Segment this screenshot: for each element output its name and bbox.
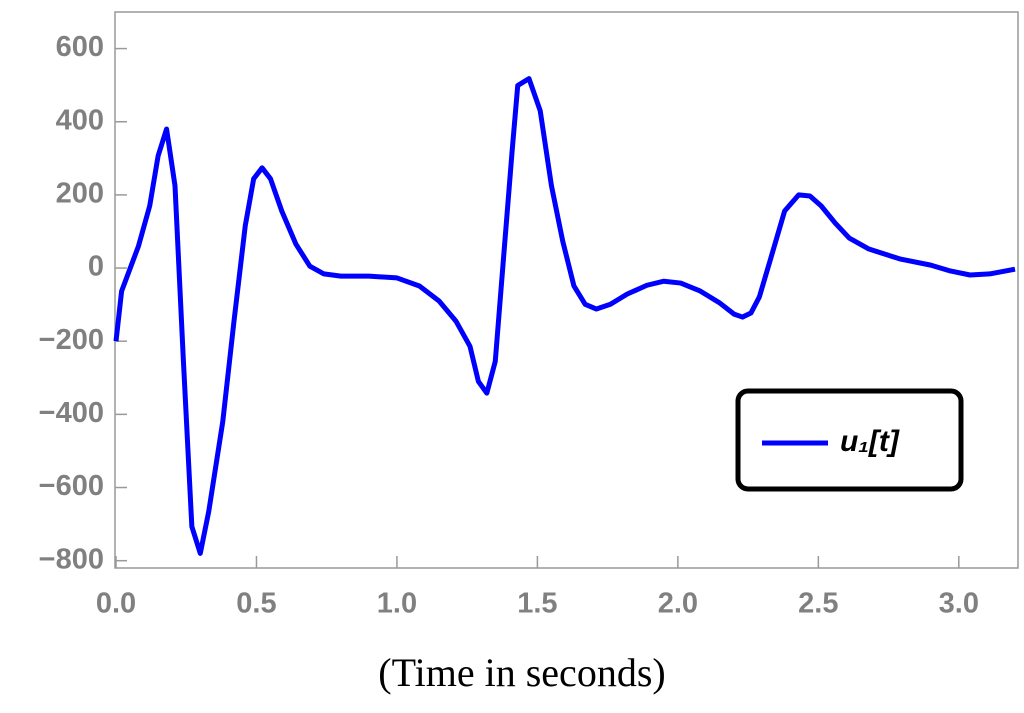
x-axis-label: (Time in seconds) (378, 650, 665, 695)
y-tick-label: −800 (39, 543, 104, 575)
y-tick-label: 400 (56, 104, 104, 136)
x-tick-label: 0.0 (96, 588, 136, 620)
legend-box (735, 388, 964, 492)
plot-frame (114, 11, 1019, 569)
legend-label: u₁[t] (840, 425, 900, 458)
x-tick-label: 2.5 (798, 588, 838, 620)
y-tick-label: 600 (56, 31, 104, 63)
y-tick-label: 0 (88, 251, 104, 283)
x-tick-label: 3.0 (939, 588, 979, 620)
y-tick-label: −600 (39, 470, 104, 502)
y-tick-label: 200 (56, 178, 104, 210)
x-tick-label: 1.5 (517, 588, 557, 620)
x-tick-label: 1.0 (377, 588, 417, 620)
y-tick-label: −400 (39, 397, 104, 429)
y-tick-label: −200 (39, 324, 104, 356)
x-tick-label: 0.5 (236, 588, 276, 620)
data-line (113, 76, 1016, 556)
x-tick-label: 2.0 (658, 588, 698, 620)
